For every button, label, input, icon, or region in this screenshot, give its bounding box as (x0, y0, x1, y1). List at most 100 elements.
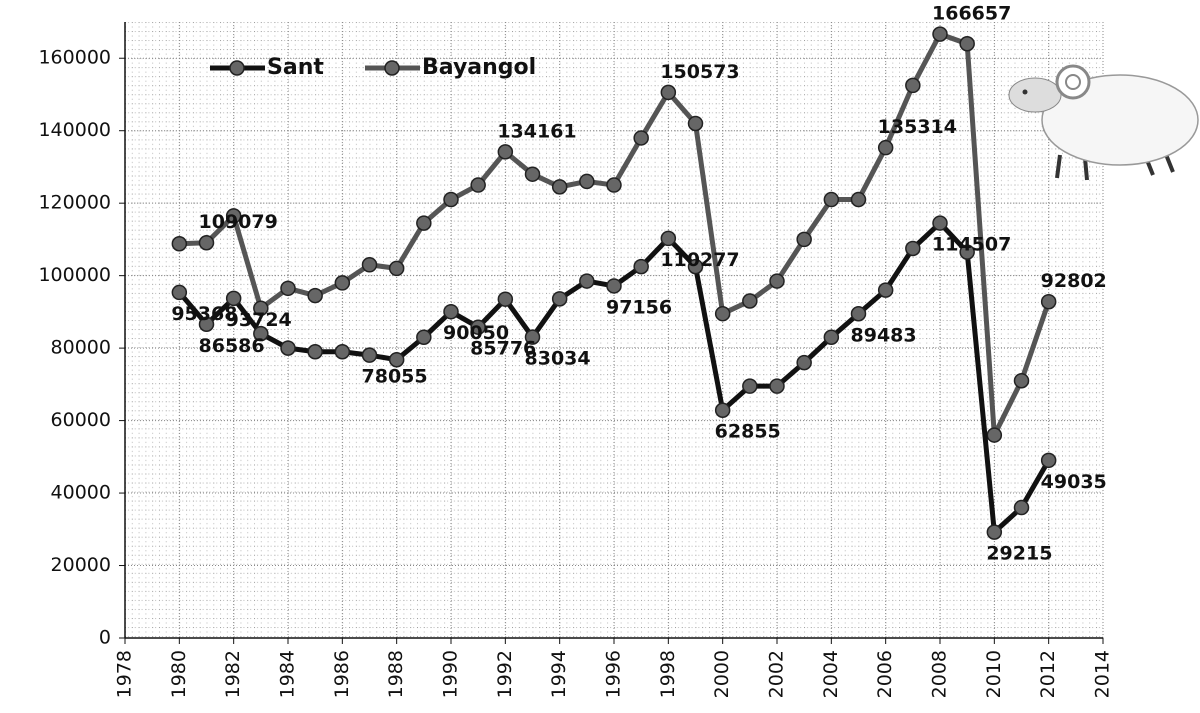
data-point (497, 291, 514, 307)
data-point (416, 215, 432, 231)
data-point (742, 378, 758, 394)
data-point (361, 257, 378, 273)
x-tick-label: 2014 (1092, 650, 1114, 698)
data-point (932, 26, 948, 42)
data-point (280, 340, 296, 356)
data-point (171, 236, 188, 252)
data-point (579, 273, 595, 289)
data-label: 62855 (715, 421, 781, 443)
data-point (198, 234, 215, 251)
x-tick-label: 2012 (1037, 650, 1059, 698)
data-point (1013, 372, 1030, 389)
x-tick-label: 1988 (385, 650, 407, 698)
data-label: 78055 (362, 366, 428, 388)
data-label: 114507 (932, 234, 1011, 256)
data-point (280, 280, 296, 297)
y-tick-label: 100000 (38, 264, 111, 286)
data-label: 93724 (226, 309, 292, 331)
data-point (524, 329, 541, 345)
data-point (796, 231, 812, 248)
data-label: 92802 (1041, 270, 1107, 292)
data-label: 90050 (443, 322, 509, 344)
data-point (905, 77, 921, 94)
data-point (388, 351, 405, 368)
data-point (742, 293, 758, 309)
y-tick-label: 160000 (38, 47, 111, 69)
x-tick-label: 2006 (874, 650, 896, 698)
x-tick-label: 1990 (440, 650, 462, 698)
y-tick-label: 20000 (51, 554, 111, 576)
data-label: 166657 (932, 3, 1011, 25)
data-point (714, 305, 731, 322)
legend-marker (384, 60, 400, 76)
data-point (225, 208, 242, 224)
data-point (198, 316, 215, 333)
data-point (660, 230, 677, 247)
x-tick-label: 1982 (222, 650, 244, 698)
data-point (253, 300, 269, 317)
legend-label: Bayangol (422, 55, 536, 80)
data-label: 49035 (1041, 471, 1107, 493)
y-tick-label: 60000 (51, 409, 111, 431)
data-label: 95368 (171, 303, 237, 325)
legend-label: Sant (267, 55, 324, 80)
data-point (606, 278, 622, 294)
data-point (796, 354, 812, 371)
data-label: 109079 (199, 211, 278, 233)
data-point (1013, 499, 1030, 516)
data-point (633, 258, 649, 275)
data-label: 29215 (986, 543, 1052, 565)
x-tick-label: 1980 (168, 650, 190, 698)
data-point (986, 524, 1003, 540)
data-point (551, 179, 568, 195)
data-point (633, 130, 649, 146)
data-point (307, 343, 323, 360)
data-point (171, 284, 188, 301)
data-label: 85776 (470, 338, 536, 360)
x-tick-label: 1986 (331, 650, 353, 698)
data-point (225, 290, 242, 307)
data-point (416, 329, 432, 345)
data-point (687, 258, 704, 275)
x-tick-label: 2000 (711, 650, 733, 698)
y-tick-label: 120000 (38, 192, 111, 214)
data-point (986, 427, 1003, 443)
data-label: 135314 (878, 116, 957, 138)
data-point (524, 166, 541, 182)
data-point (579, 173, 595, 190)
data-point (769, 273, 785, 289)
data-point (1040, 452, 1057, 469)
data-point (253, 325, 269, 342)
data-point (714, 402, 731, 418)
data-point (551, 291, 568, 307)
y-tick-label: 40000 (51, 482, 111, 504)
data-point (606, 177, 622, 193)
data-point (959, 244, 975, 260)
data-point (443, 303, 459, 320)
data-point (470, 319, 486, 335)
data-label: 150573 (660, 61, 739, 83)
y-tick-label: 80000 (51, 337, 111, 359)
data-point (334, 343, 351, 360)
data-point (905, 240, 921, 257)
data-point (769, 378, 785, 394)
data-point (932, 215, 948, 231)
data-point (334, 275, 351, 291)
data-label: 83034 (525, 348, 591, 370)
data-point (877, 139, 894, 156)
x-tick-label: 1992 (494, 650, 516, 698)
data-label: 134161 (497, 120, 576, 142)
data-point (470, 177, 486, 193)
x-tick-label: 1984 (277, 650, 299, 698)
x-tick-label: 2008 (929, 650, 951, 698)
data-point (497, 144, 514, 160)
sheep-illustration (1008, 64, 1199, 181)
x-tick-label: 1998 (657, 650, 679, 698)
data-point (660, 84, 677, 101)
data-point (443, 191, 459, 208)
x-tick-label: 2010 (983, 650, 1005, 698)
y-tick-label: 140000 (38, 119, 111, 141)
data-point (388, 260, 405, 277)
data-point (687, 115, 704, 132)
x-tick-label: 1994 (548, 650, 570, 698)
